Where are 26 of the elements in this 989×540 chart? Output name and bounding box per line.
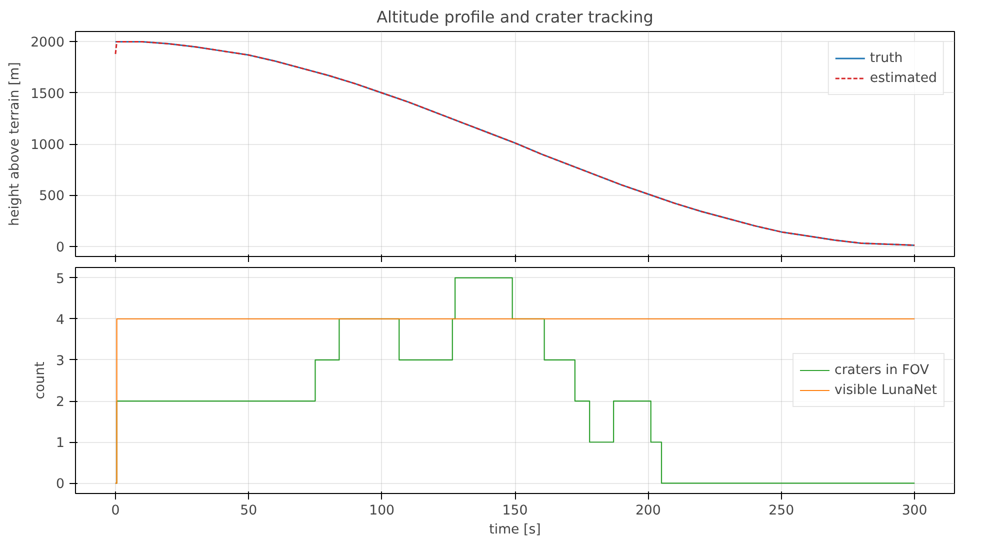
legend-label: estimated	[870, 70, 937, 86]
x-tick-label: 50	[240, 504, 258, 518]
y-tick-label: 1	[56, 436, 65, 452]
legend-label: visible LunaNet	[834, 382, 937, 398]
y-tick-label: 1500	[30, 86, 65, 102]
y-tick-label: 1000	[30, 138, 65, 153]
legend-label: craters in FOV	[834, 362, 929, 378]
y-tick-label: 4	[56, 312, 65, 328]
x-tick-label: 200	[635, 504, 661, 518]
x-axis-title: time [s]	[489, 522, 541, 538]
y-tick-label: 500	[39, 189, 65, 204]
y-axis-title: height above terrain [m]	[8, 62, 23, 226]
x-tick-label: 300	[902, 504, 928, 518]
x-tick-label: 150	[502, 504, 528, 518]
x-tick-label: 250	[768, 504, 794, 518]
y-tick-label: 2000	[30, 36, 65, 51]
y-tick-label: 2	[56, 395, 65, 410]
chart-title: Altitude profile and crater tracking	[376, 8, 654, 26]
y-tick-label: 0	[56, 477, 65, 492]
y-tick-label: 0	[56, 240, 65, 256]
x-tick-label: 0	[111, 504, 120, 518]
y-tick-label: 5	[56, 272, 65, 287]
y-tick-label: 3	[56, 354, 65, 369]
legend-label: truth	[870, 50, 903, 66]
x-tick-label: 100	[369, 504, 395, 518]
y-axis-title: count	[33, 362, 48, 400]
